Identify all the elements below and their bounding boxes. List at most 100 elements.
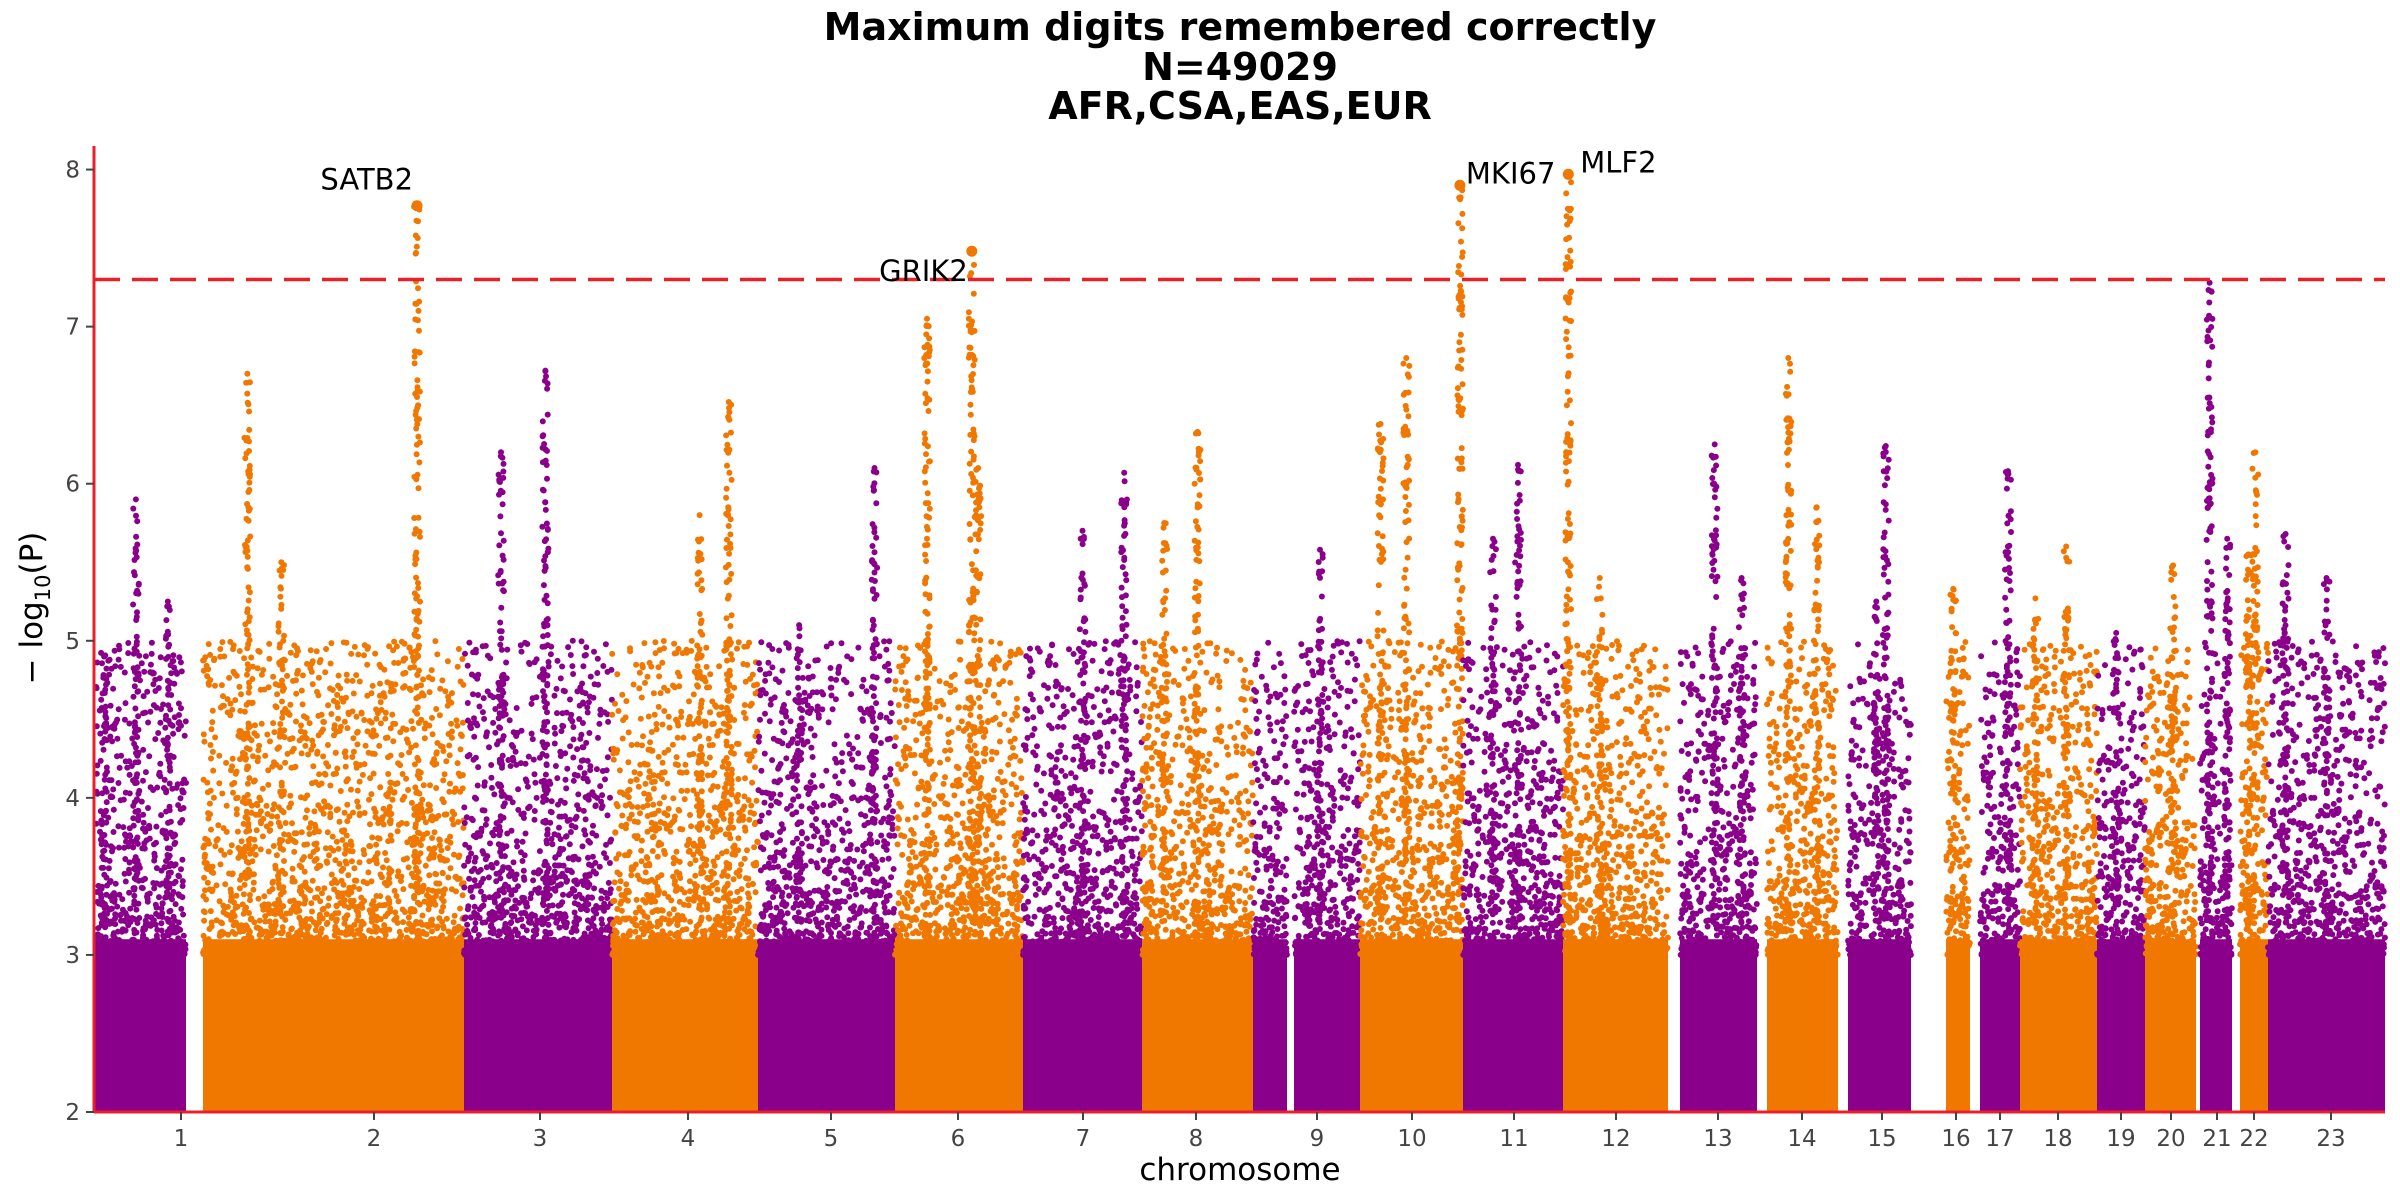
snp-point — [426, 722, 433, 729]
snp-point — [158, 812, 165, 819]
snp-point — [557, 675, 564, 682]
snp-point — [454, 722, 461, 729]
snp-point — [593, 832, 600, 839]
snp-point — [569, 637, 576, 644]
snp-point — [372, 949, 379, 956]
snp-point — [253, 801, 260, 807]
snp-point — [518, 648, 525, 655]
peak-point — [543, 752, 550, 759]
snp-point — [226, 849, 233, 856]
snp-point — [340, 698, 347, 705]
chr4-baseline-band — [612, 939, 758, 1112]
snp-point — [673, 716, 679, 723]
snp-point — [586, 871, 593, 878]
snp-point — [524, 951, 531, 958]
snp-point — [399, 771, 406, 777]
snp-point — [200, 657, 207, 664]
snp-point — [146, 753, 153, 760]
peak-point — [415, 485, 422, 492]
snp-point — [126, 771, 133, 778]
snp-point — [475, 868, 482, 875]
snp-point — [581, 905, 588, 912]
snp-point — [476, 703, 483, 710]
snp-point — [611, 879, 618, 886]
snp-point — [279, 924, 286, 931]
snp-point — [670, 795, 677, 802]
snp-point — [153, 865, 160, 872]
snp-point — [319, 890, 325, 897]
snp-point — [179, 878, 186, 885]
peak-point — [133, 638, 140, 645]
snp-point — [532, 779, 539, 786]
snp-point — [234, 828, 241, 835]
snp-point — [669, 741, 676, 748]
snp-point — [219, 702, 226, 709]
snp-point — [302, 742, 309, 749]
snp-point — [240, 820, 247, 827]
peak-point — [246, 589, 253, 596]
snp-point — [574, 688, 581, 695]
snp-point — [619, 812, 626, 819]
snp-point — [633, 661, 640, 668]
snp-point — [508, 827, 515, 834]
snp-point — [656, 673, 663, 680]
peak-point — [411, 852, 418, 859]
snp-point — [497, 641, 504, 648]
snp-point — [223, 759, 230, 766]
snp-point — [582, 831, 589, 838]
snp-point — [408, 799, 415, 806]
snp-point — [265, 901, 272, 908]
peak-point — [135, 900, 142, 907]
snp-point — [320, 905, 327, 912]
peak-point — [164, 752, 171, 759]
snp-point — [445, 693, 452, 700]
snp-point — [637, 810, 643, 817]
snp-point — [645, 796, 651, 803]
peak-point — [246, 775, 253, 782]
snp-point — [490, 832, 497, 839]
snp-point — [265, 684, 272, 691]
peak-point — [499, 712, 506, 719]
peak-point — [167, 767, 174, 774]
peak-point — [241, 434, 248, 441]
snp-point — [607, 794, 613, 801]
peak-point — [411, 353, 418, 360]
snp-point — [172, 832, 179, 839]
snp-point — [171, 841, 178, 847]
snp-point — [507, 763, 514, 769]
snp-point — [125, 843, 132, 850]
snp-point — [433, 706, 440, 712]
snp-point — [333, 728, 340, 735]
snp-point — [96, 945, 103, 952]
snp-point — [399, 906, 406, 913]
snp-point — [590, 923, 597, 929]
snp-point — [426, 845, 433, 852]
snp-point — [227, 700, 234, 707]
snp-point — [282, 759, 289, 766]
peak-point — [246, 426, 253, 433]
snp-point — [587, 767, 594, 774]
snp-point — [432, 638, 439, 645]
snp-point — [122, 856, 129, 862]
snp-point — [153, 932, 160, 939]
snp-point — [394, 828, 401, 835]
snp-point — [170, 730, 177, 737]
snp-point — [405, 787, 412, 793]
peak-point — [134, 609, 140, 616]
snp-point — [589, 789, 596, 796]
snp-point — [446, 788, 453, 795]
snp-point — [146, 825, 153, 832]
snp-point — [254, 758, 261, 765]
snp-point — [329, 833, 336, 840]
snp-point — [727, 818, 734, 825]
snp-point — [179, 883, 186, 889]
peak-point — [246, 798, 253, 805]
snp-point — [144, 688, 151, 695]
snp-point — [402, 655, 409, 662]
snp-point — [255, 747, 262, 754]
snp-point — [201, 948, 208, 955]
snp-point — [457, 746, 464, 753]
peak-point — [244, 399, 251, 406]
snp-point — [655, 753, 662, 760]
snp-point — [554, 710, 560, 717]
